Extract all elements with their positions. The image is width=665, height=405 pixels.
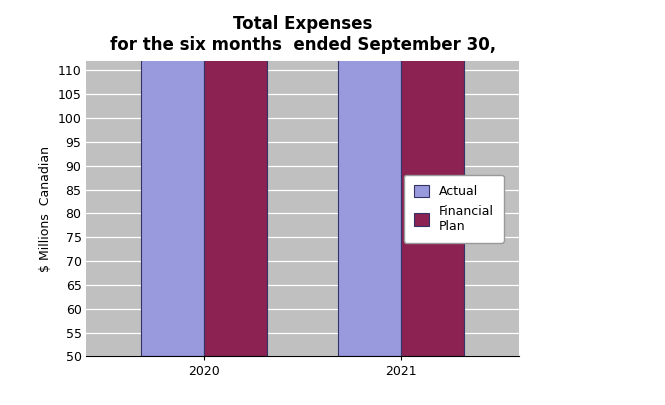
- Bar: [204, 0, 267, 356]
- Title: Total Expenses
for the six months  ended September 30,: Total Expenses for the six months ended …: [110, 15, 495, 53]
- Bar: [401, 0, 464, 356]
- Bar: [142, 0, 204, 356]
- Legend: Actual, Financial
Plan: Actual, Financial Plan: [404, 175, 504, 243]
- Y-axis label: $ Millions  Canadian: $ Millions Canadian: [39, 145, 52, 272]
- Bar: [338, 0, 401, 356]
